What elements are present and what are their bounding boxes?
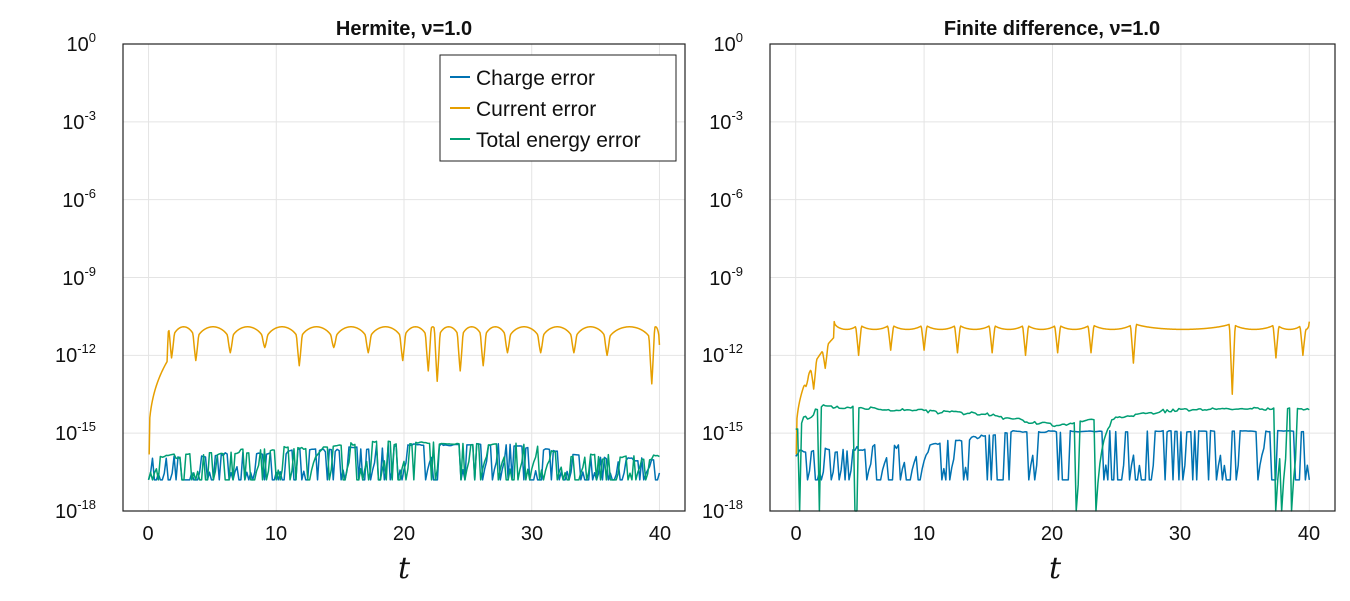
series-line-current-error <box>795 320 1311 455</box>
legend-label-energy: Total energy error <box>476 129 641 152</box>
y-tick-label: 10-15 <box>702 419 743 445</box>
x-axis-label-finite-difference: t <box>1049 551 1062 586</box>
chart-title-hermite: Hermite, ν=1.0 <box>336 18 472 40</box>
x-axis-label-hermite: t <box>398 551 411 586</box>
y-tick-label: 10-12 <box>702 341 743 367</box>
series-layer-hermite <box>147 326 661 481</box>
series-line-total-energy-error <box>795 404 1310 512</box>
series-line-charge-error <box>795 429 1311 481</box>
y-tick-labels-hermite: 100 10-3 10-6 10-9 10-12 10-15 10-18 <box>55 30 96 523</box>
y-tick-label: 10-18 <box>55 497 96 523</box>
x-tick-label: 10 <box>265 523 287 545</box>
x-tick-label: 0 <box>142 523 153 545</box>
legend-label-charge: Charge error <box>476 67 595 90</box>
x-tick-label: 40 <box>649 523 671 545</box>
x-tick-labels-hermite: 0 10 20 30 40 <box>142 523 671 545</box>
y-tick-labels-finite-difference: 100 10-3 10-6 10-9 10-12 10-15 10-18 <box>702 30 743 523</box>
x-tick-label: 30 <box>521 523 543 545</box>
series-line-total-energy-error <box>147 440 660 481</box>
chart-title-finite-difference: Finite difference, ν=1.0 <box>944 18 1160 40</box>
y-tick-label: 10-3 <box>62 108 96 134</box>
y-tick-label: 10-6 <box>62 186 96 212</box>
y-tick-label: 10-12 <box>55 341 96 367</box>
x-tick-labels-finite-difference: 0 10 20 30 40 <box>790 523 1320 545</box>
x-tick-label: 30 <box>1169 523 1191 545</box>
x-tick-label: 20 <box>1041 523 1063 545</box>
x-tick-label: 0 <box>790 523 801 545</box>
grid-finite-difference <box>770 43 1335 512</box>
y-tick-label: 100 <box>714 30 743 56</box>
y-tick-label: 10-6 <box>709 186 743 212</box>
panel-finite-difference: Finite difference, ν=1.0 100 10-3 10-6 1… <box>702 18 1336 586</box>
y-tick-label: 10-3 <box>709 108 743 134</box>
y-tick-label: 100 <box>67 30 96 56</box>
y-tick-label: 10-15 <box>55 419 96 445</box>
panel-hermite: Hermite, ν=1.0 100 10-3 10-6 10-9 10-12 … <box>55 18 686 586</box>
legend: Charge error Current error Total energy … <box>439 54 677 162</box>
legend-label-current: Current error <box>476 98 596 121</box>
axes-frame-finite-difference <box>769 43 1336 512</box>
series-layer-finite-difference <box>795 320 1311 512</box>
axes-frame-hermite <box>122 43 686 512</box>
y-tick-label: 10-9 <box>62 264 96 290</box>
x-tick-label: 40 <box>1298 523 1320 545</box>
x-tick-label: 20 <box>393 523 415 545</box>
x-tick-label: 10 <box>913 523 935 545</box>
legend-box <box>439 54 677 162</box>
series-line-current-error <box>148 326 661 455</box>
y-tick-label: 10-9 <box>709 264 743 290</box>
y-tick-label: 10-18 <box>702 497 743 523</box>
